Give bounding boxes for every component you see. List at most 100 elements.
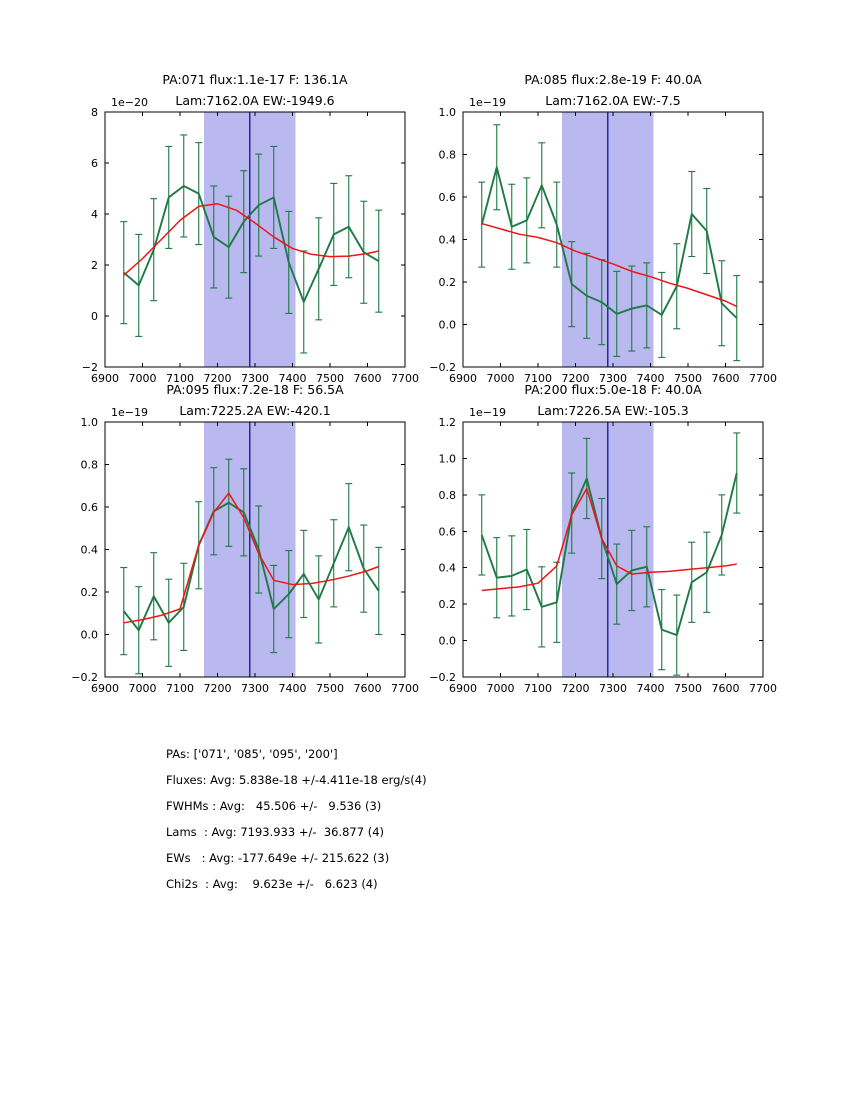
- subplot-pa071: 6900 7000 7100 7200 7300 7400 7500 7600 7700 −2 0 2…: [40, 60, 460, 395]
- y-axis-offset-label: 1e−20: [111, 96, 148, 109]
- plot-title: PA:085 flux:2.8e-19 F: 40.0A: [524, 72, 702, 87]
- y-tick-label: 0.2: [439, 598, 457, 611]
- y-tick-label: 4: [91, 208, 98, 221]
- y-tick-label: 0.0: [439, 635, 457, 648]
- y-tick-label: 0.2: [81, 586, 99, 599]
- y-tick-label: 0.6: [439, 191, 457, 204]
- subplot-pa200: 6900 7000 7100 7200 7300 7400 7500 7600 7700 −0.2…: [398, 370, 818, 705]
- summary-line-chi2s: Chi2s : Avg: 9.623e +/- 6.623 (4): [166, 877, 378, 891]
- x-tick-label: 7400: [279, 682, 307, 695]
- plot-subtitle: Lam:7162.0A EW:-1949.6: [175, 93, 335, 108]
- x-tick-label: 7200: [562, 682, 590, 695]
- subplot-pa095: 6900 7000 7100 7200 7300 7400 7500 7600 7700 −0.2…: [40, 370, 460, 705]
- y-tick-label: 0.8: [439, 149, 457, 162]
- x-tick-label: 7700: [391, 682, 419, 695]
- y-tick-label: 0.8: [439, 489, 457, 502]
- x-tick-label: 7700: [391, 372, 419, 385]
- y-tick-label: −0.2: [429, 361, 456, 374]
- x-tick-label: 6900: [91, 372, 119, 385]
- x-tick-label: 7500: [316, 682, 344, 695]
- plot-subtitle: Lam:7225.2A EW:-420.1: [179, 403, 331, 418]
- x-tick-label: 6900: [449, 372, 477, 385]
- spectrum-data-line: [123, 501, 380, 632]
- spectrum-data-line: [123, 184, 380, 303]
- y-tick-label: 0.0: [81, 629, 99, 642]
- fit-line: [481, 487, 737, 592]
- spectrum-data-line: [480, 472, 738, 637]
- x-tick-label: 7200: [204, 682, 232, 695]
- x-tick-label: 7400: [637, 682, 665, 695]
- y-tick-label: 0.6: [439, 525, 457, 538]
- y-tick-label: −0.2: [71, 671, 98, 684]
- y-tick-label: 0: [91, 310, 98, 323]
- y-tick-label: 1.0: [81, 416, 99, 429]
- x-tick-label: 7600: [354, 682, 382, 695]
- y-axis-offset-label: 1e−19: [469, 406, 506, 419]
- y-tick-label: 0.0: [439, 319, 457, 332]
- summary-line-fwhms: FWHMs : Avg: 45.506 +/- 9.536 (3): [166, 799, 382, 813]
- x-tick-label: 7100: [524, 372, 552, 385]
- y-tick-label: 0.4: [81, 544, 99, 557]
- y-tick-label: −2: [82, 361, 98, 374]
- y-tick-label: 0.8: [81, 459, 99, 472]
- x-tick-label: 7600: [712, 682, 740, 695]
- x-tick-label: 7000: [487, 372, 515, 385]
- x-tick-label: 7200: [204, 372, 232, 385]
- fit-line: [123, 203, 379, 276]
- y-tick-label: 2: [91, 259, 98, 272]
- x-tick-label: 7000: [129, 372, 157, 385]
- x-tick-label: 7600: [712, 372, 740, 385]
- y-axis-offset-label: 1e−19: [111, 406, 148, 419]
- x-tick-label: 7700: [749, 372, 777, 385]
- y-tick-label: 8: [91, 106, 98, 119]
- x-tick-label: 7300: [241, 372, 269, 385]
- x-tick-label: 7100: [166, 372, 194, 385]
- y-tick-label: 0.6: [81, 501, 99, 514]
- x-tick-label: 7200: [562, 372, 590, 385]
- y-tick-label: 0.4: [439, 234, 457, 247]
- y-tick-label: 6: [91, 157, 98, 170]
- plot-title: PA:095 flux:7.2e-18 F: 56.5A: [166, 382, 344, 397]
- y-axis-offset-label: 1e−19: [469, 96, 506, 109]
- plot-title: PA:071 flux:1.1e-17 F: 136.1A: [162, 72, 348, 87]
- x-tick-label: 7000: [129, 682, 157, 695]
- x-tick-label: 7700: [749, 682, 777, 695]
- y-tick-label: 1.0: [439, 106, 457, 119]
- plot-area-pa200: 6900 7000 7100 7200 7300 7400 7500 7600 7700 −0.2…: [429, 406, 777, 695]
- y-tick-label: −0.2: [429, 671, 456, 684]
- y-tick-label: 1.2: [439, 416, 457, 429]
- x-tick-label: 7400: [279, 372, 307, 385]
- x-tick-label: 7000: [487, 682, 515, 695]
- plot-title: PA:200 flux:5.0e-18 F: 40.0A: [524, 382, 702, 397]
- summary-line-ews: EWs : Avg: -177.649e +/- 215.622 (3): [166, 851, 390, 865]
- plot-subtitle: Lam:7162.0A EW:-7.5: [545, 93, 681, 108]
- summary-line-pas: PAs: ['071', '085', '095', '200']: [166, 747, 338, 761]
- subplot-pa085: 6900 7000 7100 7200 7300 7400 7500 7600 7700 −0.2…: [398, 60, 818, 395]
- y-tick-label: 0.2: [439, 276, 457, 289]
- plot-area-pa071: 6900 7000 7100 7200 7300 7400 7500 7600 7700 −2 0 2…: [82, 96, 419, 385]
- x-tick-label: 7500: [674, 372, 702, 385]
- x-tick-label: 6900: [91, 682, 119, 695]
- x-tick-label: 7500: [316, 372, 344, 385]
- x-tick-label: 7400: [637, 372, 665, 385]
- x-tick-label: 7100: [524, 682, 552, 695]
- plot-subtitle: Lam:7226.5A EW:-105.3: [537, 403, 689, 418]
- plot-area-pa095: 6900 7000 7100 7200 7300 7400 7500 7600 7700 −0.2…: [71, 406, 419, 695]
- x-tick-label: 7600: [354, 372, 382, 385]
- x-tick-label: 7500: [674, 682, 702, 695]
- summary-text-block: PAs: ['071', '085', '095', '200'] Fluxes…: [166, 747, 427, 903]
- y-tick-label: 1.0: [439, 452, 457, 465]
- x-tick-label: 6900: [449, 682, 477, 695]
- fit-line: [481, 222, 738, 308]
- x-tick-label: 7300: [241, 682, 269, 695]
- spectrum-data-line: [480, 166, 738, 319]
- x-tick-label: 7100: [166, 682, 194, 695]
- summary-line-lams: Lams : Avg: 7193.933 +/- 36.877 (4): [166, 825, 385, 839]
- summary-line-fluxes: Fluxes: Avg: 5.838e-18 +/-4.411e-18 erg/…: [166, 773, 427, 787]
- x-tick-label: 7300: [599, 682, 627, 695]
- y-tick-label: 0.4: [439, 562, 457, 575]
- plot-area-pa085: 6900 7000 7100 7200 7300 7400 7500 7600 7700 −0.2…: [429, 96, 777, 385]
- fit-line: [123, 492, 380, 624]
- x-tick-label: 7300: [599, 372, 627, 385]
